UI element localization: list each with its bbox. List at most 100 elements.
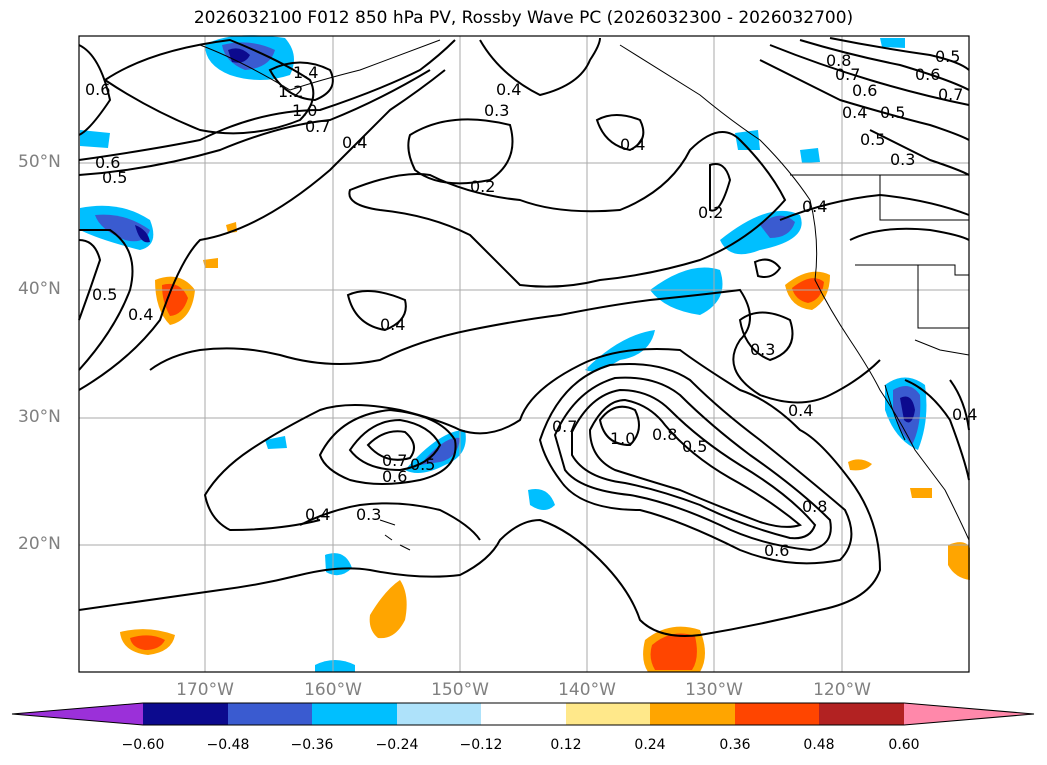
neg-blob [80, 130, 110, 148]
contour [407, 118, 514, 185]
contour-label: 0.8 [802, 497, 827, 516]
colorbar-segment [228, 703, 312, 725]
hawaii [379, 519, 411, 551]
contour [78, 39, 456, 161]
contour [479, 37, 601, 97]
pos-blob [650, 633, 697, 670]
contour-label: 0.6 [915, 65, 940, 84]
neg-blob [325, 553, 352, 576]
colorbar-tick-label: 0.36 [719, 737, 751, 753]
contour-label: 0.5 [92, 285, 117, 304]
contour-label: 0.7 [382, 451, 407, 470]
contour [595, 114, 645, 152]
colorbar-segment [397, 703, 481, 725]
coastlines [199, 39, 970, 551]
colorbar-segment [481, 703, 566, 725]
colorbar-tick-label: 0.24 [634, 737, 666, 753]
contour-labels: 0.6 0.5 1.4 1.2 1.0 0.7 0.4 0.6 0.5 0.4 … [85, 47, 977, 560]
contour-label: 0.7 [835, 65, 860, 84]
colorbar-tick-label: −0.36 [290, 737, 334, 753]
contour [829, 37, 970, 71]
contour [738, 311, 794, 362]
contour [598, 405, 640, 447]
neg-blob [528, 489, 555, 510]
contour-label: 0.8 [652, 425, 677, 444]
graticule [79, 36, 969, 672]
contour [709, 163, 732, 212]
neg-blob [735, 130, 760, 150]
contour [779, 193, 970, 221]
pos-blob [369, 580, 407, 639]
contour-label: 0.6 [852, 81, 877, 100]
pos-blob [792, 278, 824, 303]
neg-blob [315, 660, 355, 672]
contour-label: 0.4 [802, 197, 827, 216]
contour [869, 129, 970, 176]
state-border [855, 264, 969, 276]
neg-blob [760, 215, 795, 238]
pos-blob [130, 635, 165, 650]
neg-blob [880, 38, 905, 48]
map-frame [78, 35, 970, 673]
pos-blob [203, 258, 218, 268]
pos-blob [948, 542, 970, 580]
lon-tick-label: 120°W [813, 680, 871, 700]
colorbar-segment [904, 703, 1034, 725]
colorbar-tick-label: −0.24 [375, 737, 419, 753]
contour-label: 0.4 [380, 315, 405, 334]
contour-label: 0.4 [952, 405, 977, 424]
contour-label: 1.2 [278, 82, 303, 101]
contour-label: 0.2 [470, 177, 495, 196]
lon-tick-label: 130°W [685, 680, 743, 700]
colorbar-tick-label: 0.48 [803, 737, 835, 753]
contour-label: 0.5 [860, 130, 885, 149]
neg-blob [900, 396, 915, 423]
contour [949, 379, 970, 431]
contour [318, 408, 457, 485]
contour-label: 0.5 [935, 47, 960, 66]
neg-blob [800, 148, 820, 163]
contour [149, 288, 881, 404]
contour-label: 0.7 [552, 417, 577, 436]
neg-blob [585, 330, 655, 372]
contour [78, 228, 134, 371]
pos-blob [162, 283, 188, 316]
nw-coast [619, 44, 970, 541]
contour [366, 430, 415, 461]
colorbar-tick-label: 0.60 [888, 737, 920, 753]
colorbar-tick-label: 0.12 [550, 737, 582, 753]
colorbar-tick-label: −0.60 [121, 737, 165, 753]
neg-blob [650, 267, 723, 315]
contour-label: 0.6 [85, 80, 110, 99]
contour [78, 69, 431, 176]
colorbar-tick-label: −0.48 [206, 737, 250, 753]
contour-label: 1.0 [610, 429, 635, 448]
baja-coast [884, 384, 906, 441]
contour-label: 0.6 [95, 153, 120, 172]
contour [78, 239, 102, 321]
contour [299, 502, 481, 541]
lon-tick-label: 140°W [558, 680, 616, 700]
lat-tick-label: 20°N [18, 534, 61, 554]
contour [759, 59, 970, 141]
contour-label: 0.4 [128, 305, 153, 324]
pos-blob [910, 488, 932, 498]
contour [78, 348, 882, 637]
contour [753, 258, 782, 278]
contour-label: 0.6 [764, 541, 789, 560]
colorbar-segment [312, 703, 397, 725]
pos-blob [848, 459, 872, 471]
positive-anomaly-shading [120, 222, 970, 672]
contour [78, 69, 446, 391]
neg-blob [135, 225, 150, 243]
colorbar-segment [819, 703, 904, 725]
contour-label: 0.5 [102, 168, 127, 187]
contour [268, 61, 334, 102]
neg-blob [95, 214, 150, 242]
pv-contours [78, 37, 970, 637]
contour [588, 398, 803, 528]
contour-label: 0.5 [410, 455, 435, 474]
colorbar-segment [735, 703, 819, 725]
contour-label: 0.3 [750, 340, 775, 359]
